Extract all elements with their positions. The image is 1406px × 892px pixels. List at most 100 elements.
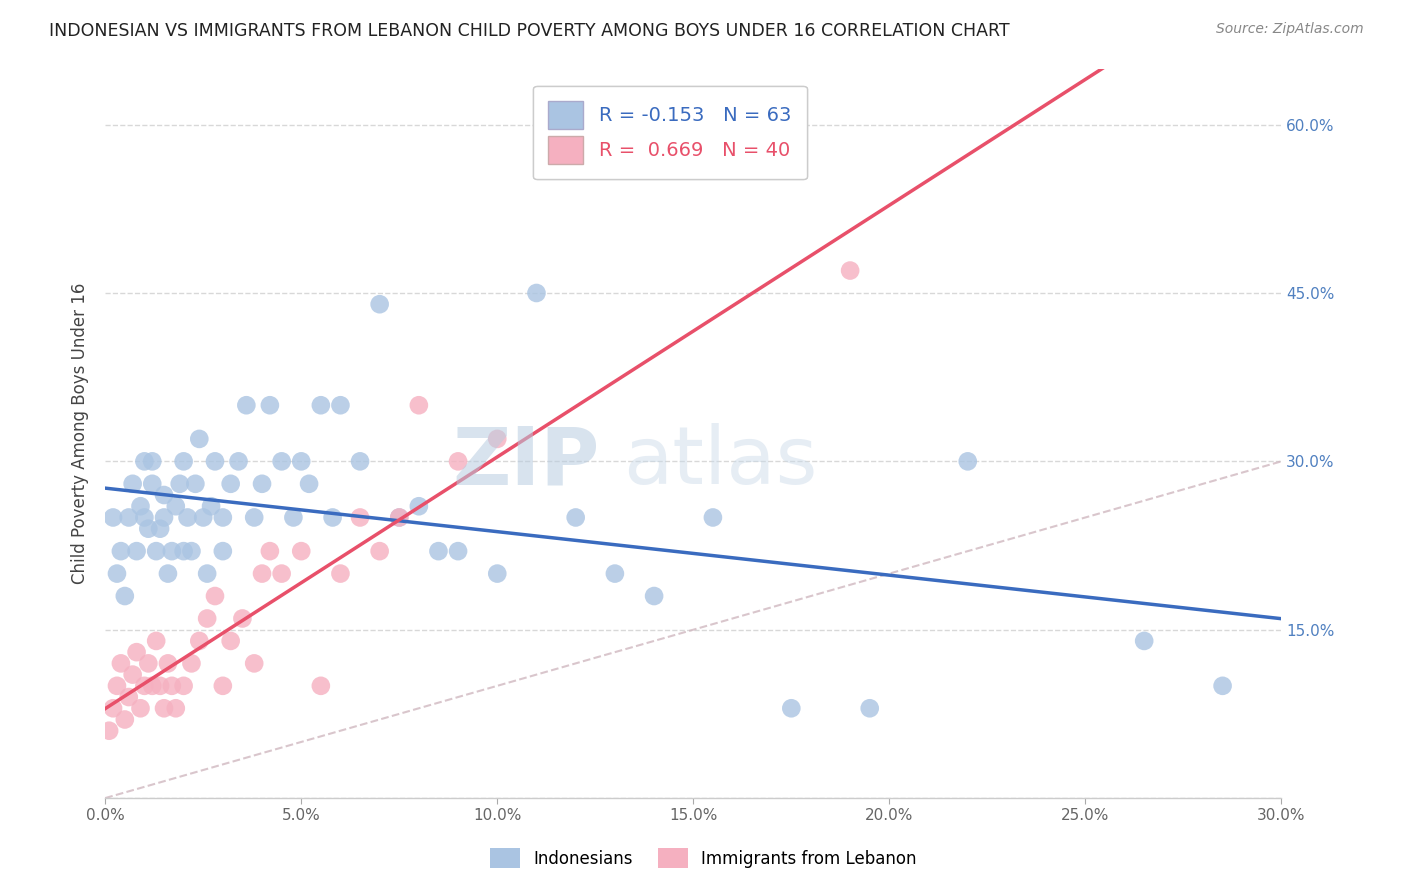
Point — [368, 297, 391, 311]
Point — [486, 432, 509, 446]
Point — [160, 679, 183, 693]
Point — [165, 500, 187, 514]
Point — [149, 679, 172, 693]
Point — [603, 566, 626, 581]
Point — [270, 454, 292, 468]
Point — [118, 690, 141, 704]
Point — [329, 566, 352, 581]
Point — [101, 701, 124, 715]
Point — [322, 510, 344, 524]
Point — [101, 510, 124, 524]
Point — [176, 510, 198, 524]
Point — [110, 544, 132, 558]
Point — [211, 679, 233, 693]
Point — [121, 476, 143, 491]
Point — [153, 510, 176, 524]
Point — [141, 454, 163, 468]
Point — [118, 510, 141, 524]
Point — [173, 679, 195, 693]
Point — [564, 510, 586, 524]
Point — [114, 589, 136, 603]
Point — [250, 566, 273, 581]
Point — [134, 454, 156, 468]
Point — [368, 544, 391, 558]
Point — [859, 701, 882, 715]
Point — [283, 510, 305, 524]
Point — [129, 701, 152, 715]
Point — [105, 566, 128, 581]
Point — [184, 476, 207, 491]
Point — [200, 500, 222, 514]
Point — [105, 679, 128, 693]
Point — [125, 544, 148, 558]
Point — [349, 454, 371, 468]
Point — [839, 263, 862, 277]
Y-axis label: Child Poverty Among Boys Under 16: Child Poverty Among Boys Under 16 — [72, 283, 89, 584]
Point — [98, 723, 121, 738]
Point — [195, 611, 218, 625]
Point — [526, 285, 548, 300]
Point — [188, 634, 211, 648]
Point — [447, 544, 470, 558]
Point — [153, 701, 176, 715]
Point — [141, 476, 163, 491]
Point — [125, 645, 148, 659]
Point — [290, 454, 312, 468]
Point — [243, 657, 266, 671]
Legend: R = -0.153   N = 63, R =  0.669   N = 40: R = -0.153 N = 63, R = 0.669 N = 40 — [533, 86, 807, 179]
Point — [121, 667, 143, 681]
Point — [298, 476, 321, 491]
Point — [408, 500, 430, 514]
Point — [149, 522, 172, 536]
Point — [165, 701, 187, 715]
Point — [235, 398, 257, 412]
Point — [114, 713, 136, 727]
Point — [228, 454, 250, 468]
Point — [427, 544, 450, 558]
Point — [211, 510, 233, 524]
Point — [180, 657, 202, 671]
Point — [134, 510, 156, 524]
Point — [243, 510, 266, 524]
Point — [188, 432, 211, 446]
Point — [349, 510, 371, 524]
Point — [211, 544, 233, 558]
Point — [290, 544, 312, 558]
Point — [702, 510, 724, 524]
Legend: Indonesians, Immigrants from Lebanon: Indonesians, Immigrants from Lebanon — [481, 839, 925, 877]
Text: ZIP: ZIP — [451, 424, 599, 501]
Point — [204, 454, 226, 468]
Point — [145, 544, 167, 558]
Point — [956, 454, 979, 468]
Point — [259, 398, 281, 412]
Point — [643, 589, 665, 603]
Text: atlas: atlas — [623, 424, 817, 501]
Point — [110, 657, 132, 671]
Point — [129, 500, 152, 514]
Point — [138, 522, 160, 536]
Point — [173, 544, 195, 558]
Point — [447, 454, 470, 468]
Point — [1133, 634, 1156, 648]
Point — [259, 544, 281, 558]
Point — [231, 611, 253, 625]
Point — [204, 589, 226, 603]
Point — [309, 398, 332, 412]
Point — [134, 679, 156, 693]
Point — [780, 701, 803, 715]
Point — [145, 634, 167, 648]
Point — [270, 566, 292, 581]
Point — [141, 679, 163, 693]
Point — [329, 398, 352, 412]
Point — [408, 398, 430, 412]
Text: INDONESIAN VS IMMIGRANTS FROM LEBANON CHILD POVERTY AMONG BOYS UNDER 16 CORRELAT: INDONESIAN VS IMMIGRANTS FROM LEBANON CH… — [49, 22, 1010, 40]
Point — [486, 566, 509, 581]
Point — [193, 510, 215, 524]
Point — [388, 510, 411, 524]
Point — [169, 476, 191, 491]
Point — [153, 488, 176, 502]
Point — [173, 454, 195, 468]
Point — [156, 566, 179, 581]
Point — [1212, 679, 1234, 693]
Point — [219, 476, 242, 491]
